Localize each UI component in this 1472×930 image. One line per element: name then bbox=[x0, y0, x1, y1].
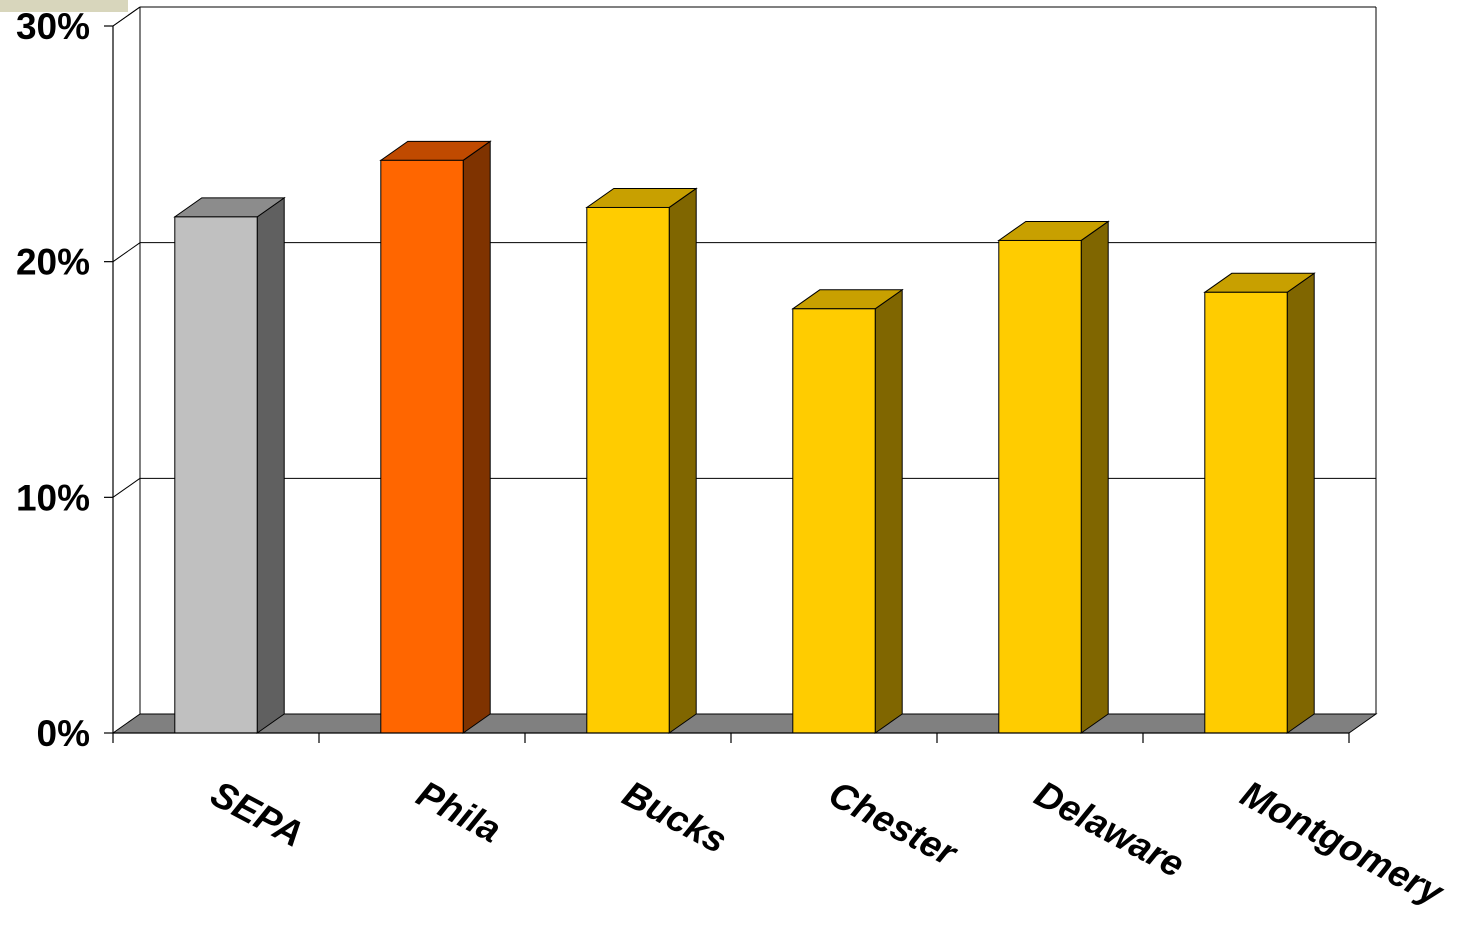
x-tick-label-sepa: SEPA bbox=[204, 773, 310, 855]
bar-front bbox=[998, 239, 1082, 734]
bar-front bbox=[792, 308, 876, 734]
left-wall-top-edge bbox=[112, 6, 141, 27]
x-tick-labels: SEPA Phila Bucks Chester Delaware Montgomery bbox=[112, 733, 1452, 915]
chart-floor bbox=[111, 713, 1378, 734]
x-tick-label-chester: Chester bbox=[822, 773, 965, 875]
y-tick-labels: 0% 10% 20% 30% bbox=[16, 6, 113, 754]
axes bbox=[112, 6, 1349, 734]
bar-side bbox=[256, 196, 285, 734]
x-tick-label-bucks: Bucks bbox=[616, 773, 733, 861]
chart-walls bbox=[139, 6, 1377, 714]
gridlines bbox=[112, 6, 1376, 498]
x-tick-label-montgomery: Montgomery bbox=[1234, 773, 1451, 915]
bar-front bbox=[380, 159, 464, 734]
bar-delaware bbox=[997, 220, 1110, 734]
bar-bucks bbox=[585, 187, 698, 734]
x-tick-label-phila: Phila bbox=[410, 773, 507, 851]
bar-front bbox=[586, 206, 670, 734]
y-tick-label: 10% bbox=[16, 477, 90, 518]
bars bbox=[173, 140, 1316, 734]
floor bbox=[111, 713, 1378, 734]
y-tick-label: 0% bbox=[37, 713, 90, 754]
y-tick-label: 20% bbox=[16, 242, 90, 283]
bar-chester bbox=[791, 288, 904, 734]
y-tick-label: 30% bbox=[16, 6, 90, 47]
bar-side bbox=[1286, 272, 1315, 734]
gridline-side-2 bbox=[112, 242, 141, 263]
x-tick-label-delaware: Delaware bbox=[1028, 773, 1191, 885]
bar-side bbox=[874, 288, 903, 734]
bar-phila bbox=[379, 140, 492, 734]
bar-sepa bbox=[173, 196, 286, 734]
bar-side bbox=[462, 140, 491, 734]
bar-side bbox=[1080, 220, 1109, 734]
corner-decoration bbox=[0, 0, 128, 12]
bar-side bbox=[668, 187, 697, 734]
bar-montgomery bbox=[1203, 272, 1316, 734]
gridline-side-1 bbox=[112, 477, 141, 498]
bar-front bbox=[174, 216, 258, 734]
bar-front bbox=[1204, 291, 1288, 734]
